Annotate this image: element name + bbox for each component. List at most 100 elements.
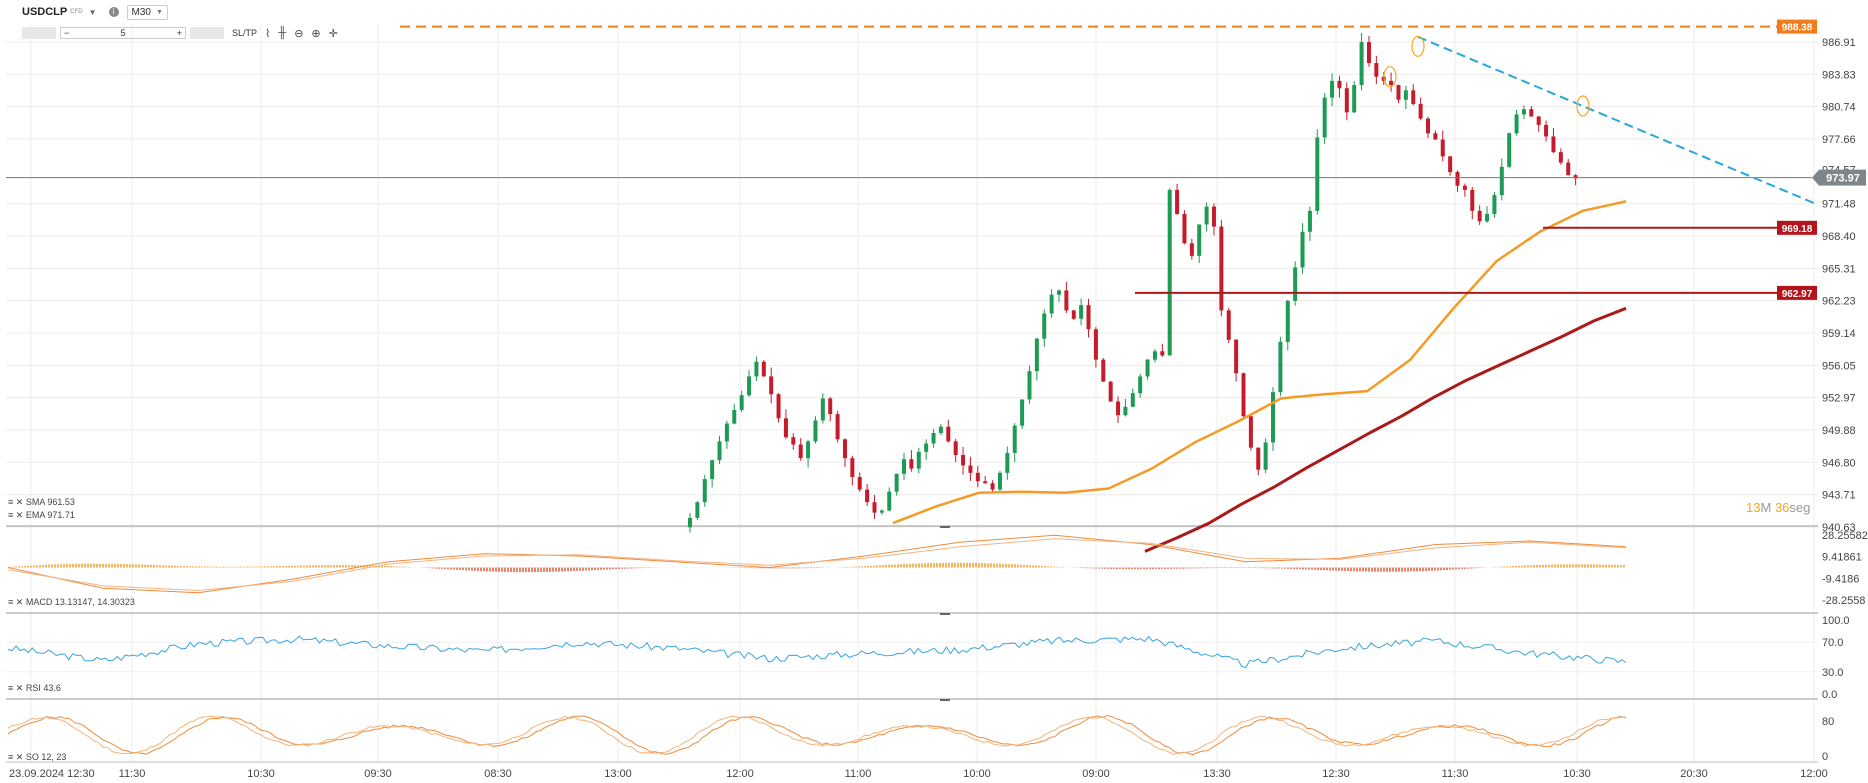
candle-body <box>1234 339 1239 374</box>
candle-body <box>1521 109 1526 115</box>
candle-body <box>1197 224 1202 256</box>
candle-body <box>1337 80 1342 89</box>
highlight-circle <box>1383 66 1397 88</box>
zoom-out-icon[interactable]: ⊖ <box>294 27 304 40</box>
candle-body <box>1167 189 1172 356</box>
timeframe-select[interactable]: M30 ▼ <box>126 4 168 20</box>
ema-legend[interactable]: ≡ ✕ EMA 971.71 <box>8 510 75 521</box>
sma-legend[interactable]: ≡ ✕ SMA 961.53 <box>8 497 75 508</box>
quantity-stepper[interactable]: − 5 + <box>60 27 186 39</box>
price-tick-label: 971.48 <box>1822 199 1856 211</box>
candle-body <box>1470 189 1475 211</box>
current-price-badge <box>1812 169 1866 186</box>
candle-body <box>1411 90 1416 104</box>
candle-body <box>983 481 988 484</box>
candle-body <box>813 420 818 442</box>
candle-body <box>702 479 707 503</box>
price-tick-label: 962.23 <box>1822 296 1856 308</box>
candle-body <box>865 489 870 503</box>
sl-tp-button[interactable]: SL/TP <box>232 28 258 38</box>
candle-body <box>798 444 803 459</box>
menu-icon: ≡ <box>8 752 14 762</box>
candles-icon[interactable]: ╫ <box>278 27 287 39</box>
highlight-circle <box>1576 95 1590 117</box>
candle-body <box>835 414 840 440</box>
close-icon[interactable]: ✕ <box>15 497 24 507</box>
time-tick-label: 10:00 <box>963 768 991 780</box>
time-tick-label: 13:30 <box>1203 768 1231 780</box>
level-label-bg <box>1777 285 1817 300</box>
buy-button[interactable] <box>190 27 224 39</box>
candle-body <box>1403 90 1408 100</box>
sell-button[interactable] <box>22 27 56 39</box>
rsi-legend[interactable]: ≡ ✕ RSI 43.6 <box>8 683 61 694</box>
level-label: 988.38 <box>1777 19 1817 34</box>
candle-body <box>754 361 759 377</box>
candle-body <box>1204 206 1209 225</box>
macd-signal-line <box>7 538 1627 592</box>
macd-label: MACD 13.13147, 14.30323 <box>25 597 135 607</box>
line-chart-icon[interactable]: ⌇ <box>265 27 271 40</box>
price-tick-label: 952.97 <box>1822 393 1856 405</box>
candle-body <box>1529 109 1534 117</box>
candle-body <box>1123 406 1128 416</box>
close-icon[interactable]: ✕ <box>15 752 24 762</box>
sma-label: SMA 961.53 <box>25 497 75 507</box>
candle-body <box>1175 189 1180 214</box>
candle-body <box>1064 290 1069 311</box>
current-price-label: 973.97 <box>1826 173 1860 185</box>
candle-body <box>879 510 884 513</box>
minus-icon[interactable]: − <box>64 28 70 38</box>
time-tick-label: 13:00 <box>604 768 632 780</box>
candle-body <box>857 477 862 490</box>
so-legend[interactable]: ≡ ✕ SO 12, 23 <box>8 752 66 763</box>
time-tick-label: 12:30 <box>1322 768 1350 780</box>
info-icon[interactable]: i <box>108 7 119 17</box>
zoom-in-icon[interactable]: ⊕ <box>311 27 321 40</box>
candle-body <box>1005 452 1010 473</box>
macd-legend[interactable]: ≡ ✕ MACD 13.13147, 14.30323 <box>8 597 135 608</box>
quantity-value[interactable]: 5 <box>120 28 126 38</box>
time-tick-label: 10:30 <box>1563 768 1591 780</box>
candle-body <box>1544 124 1549 137</box>
candle-body <box>1130 393 1135 407</box>
crosshair-icon[interactable]: ✛ <box>328 27 338 40</box>
candle-body <box>1307 210 1312 232</box>
candle-body <box>1366 42 1371 64</box>
time-tick-label: 09:30 <box>364 768 392 780</box>
plus-icon[interactable]: + <box>176 28 182 38</box>
timeframe-label: M30 <box>131 6 151 18</box>
close-icon[interactable]: ✕ <box>15 510 24 520</box>
candle-body <box>1020 399 1025 426</box>
ema-line <box>892 200 1627 525</box>
candle-body <box>1330 80 1335 98</box>
candle-body <box>806 441 811 459</box>
macd-tick-label: 28.25582 <box>1822 530 1868 542</box>
candle-body <box>842 439 847 459</box>
level-label-text: 969.18 <box>1782 224 1813 235</box>
candle-body <box>953 441 958 456</box>
candle-body <box>695 502 700 518</box>
candle-body <box>1507 133 1512 167</box>
price-tick-label: 986.91 <box>1822 37 1856 49</box>
highlight-circle <box>1411 35 1425 57</box>
candle-body <box>1573 175 1578 179</box>
candle-body <box>1271 392 1276 443</box>
candle-body <box>1492 195 1497 214</box>
candle-body <box>1462 185 1467 190</box>
trade-panel: − 5 + SL/TP ⌇ ╫ ⊖ ⊕ ✛ <box>22 26 338 40</box>
candle-body <box>946 426 951 442</box>
close-icon[interactable]: ✕ <box>15 597 24 607</box>
candle-body <box>1558 152 1563 163</box>
candle-body <box>1145 359 1150 377</box>
close-icon[interactable]: ✕ <box>15 683 24 693</box>
price-tick-label: 959.14 <box>1822 328 1856 340</box>
chevron-down-icon: ▼ <box>155 8 163 16</box>
candle-body <box>1566 162 1571 176</box>
macd-tick-label: 9.41861 <box>1822 552 1862 564</box>
symbol-name[interactable]: USDCLP <box>22 6 68 18</box>
candle-body <box>887 491 892 511</box>
chevron-down-icon[interactable]: ▼ <box>88 7 97 17</box>
candle-body <box>872 502 877 513</box>
